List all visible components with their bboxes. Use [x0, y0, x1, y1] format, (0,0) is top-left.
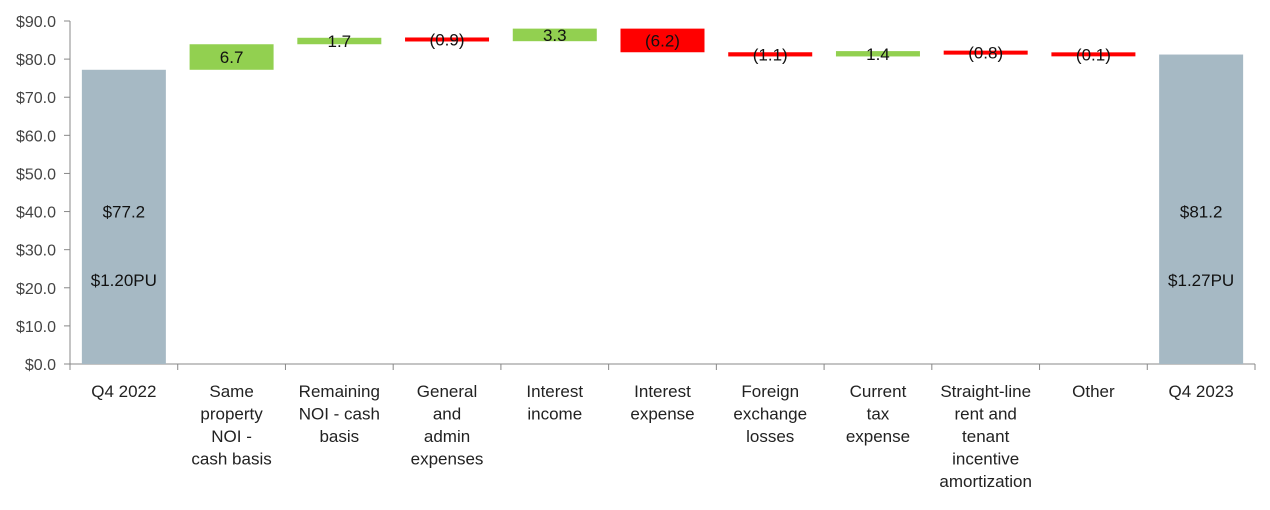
per-unit-label: $1.20PU: [91, 271, 157, 290]
category-label-line: property: [200, 405, 263, 424]
category-label-line: Foreign: [741, 382, 799, 401]
category-label-line: cash basis: [191, 450, 271, 469]
data-labels: $77.2 $1.20PU 6.7 1.7 (0.9) 3.3 (6.2) (1.1) 1.4 (…: [91, 26, 1234, 290]
per-unit-label: $1.27PU: [1168, 271, 1234, 290]
data-label: (1.1): [753, 45, 788, 64]
y-tick-label: $60.0: [16, 128, 56, 145]
category-label: Remaining NOI - cash basis: [299, 382, 380, 446]
data-label: (0.1): [1076, 45, 1111, 64]
bar-total: [1159, 54, 1244, 364]
category-label-line: Same: [209, 382, 253, 401]
bar-increase: [189, 44, 274, 70]
category-label: Interest income: [526, 382, 583, 424]
data-label: 6.7: [220, 48, 244, 67]
category-label-line: tax: [867, 405, 890, 424]
category-label-line: Remaining: [299, 382, 380, 401]
y-tick-label: $40.0: [16, 205, 56, 222]
category-label-line: General: [417, 382, 477, 401]
bars: [81, 28, 1244, 364]
category-label-line: NOI -: [211, 427, 252, 446]
category-label-line: tenant: [962, 427, 1010, 446]
y-axis: $0.0 $10.0 $20.0 $30.0 $40.0 $50.0 $60.0 $70.0 $…: [16, 14, 71, 374]
category-label-line: Interest: [634, 382, 691, 401]
category-label: Foreign exchange losses: [733, 382, 807, 446]
category-label-line: income: [527, 405, 582, 424]
category-label: Straight-line rent and tenant incentive amor…: [939, 382, 1032, 491]
y-tick-label: $80.0: [16, 52, 56, 69]
category-label-line: Q4 2022: [91, 382, 156, 401]
category-label-line: expenses: [411, 450, 484, 469]
bar-increase: [835, 51, 920, 57]
category-label: Current tax expense: [846, 382, 910, 446]
category-label-line: Interest: [526, 382, 583, 401]
category-label: Same property NOI - cash basis: [191, 382, 271, 469]
category-label-line: losses: [746, 427, 794, 446]
total-value-label: $81.2: [1180, 203, 1223, 222]
category-label-line: expense: [630, 405, 694, 424]
data-label: 3.3: [543, 26, 567, 45]
bar-decrease: [943, 50, 1028, 55]
category-label: Q4 2023: [1169, 382, 1234, 401]
bar-decrease: [1051, 52, 1136, 57]
y-tick-label: $70.0: [16, 90, 56, 107]
bar-total: [81, 69, 166, 364]
category-label: General and admin expenses: [411, 382, 484, 469]
bar-decrease: [620, 28, 705, 53]
data-label: (0.8): [968, 44, 1003, 63]
y-tick-label: $90.0: [16, 14, 56, 31]
category-label-line: Current: [850, 382, 907, 401]
data-label: 1.7: [327, 32, 351, 51]
category-label-line: basis: [319, 427, 359, 446]
x-axis: Q4 2022 Same property NOI - cash basis Remain…: [69, 363, 1256, 491]
bar-decrease: [405, 37, 490, 42]
category-label-line: admin: [424, 427, 470, 446]
category-label-line: expense: [846, 427, 910, 446]
bar-increase: [512, 28, 597, 42]
data-label: (0.9): [430, 30, 465, 49]
y-tick-label: $30.0: [16, 243, 56, 260]
category-label: Q4 2022: [91, 382, 156, 401]
category-label-line: rent and: [954, 405, 1016, 424]
category-label-line: exchange: [733, 405, 807, 424]
total-value-label: $77.2: [103, 203, 146, 222]
y-tick-label: $0.0: [25, 357, 56, 374]
category-label-line: incentive: [952, 450, 1019, 469]
category-label-line: NOI - cash: [299, 405, 380, 424]
data-label: 1.4: [866, 45, 890, 64]
category-label-line: Other: [1072, 382, 1115, 401]
bar-increase: [297, 37, 382, 45]
category-label-line: Straight-line: [940, 382, 1031, 401]
bar-decrease: [728, 52, 813, 57]
data-label: (6.2): [645, 31, 680, 50]
category-label: Interest expense: [630, 382, 694, 424]
category-label-line: and: [433, 405, 461, 424]
y-tick-label: $50.0: [16, 166, 56, 183]
category-label-line: Q4 2023: [1169, 382, 1234, 401]
category-label-line: amortization: [939, 472, 1032, 491]
y-tick-label: $20.0: [16, 281, 56, 298]
category-label: Other: [1072, 382, 1115, 401]
y-tick-label: $10.0: [16, 319, 56, 336]
